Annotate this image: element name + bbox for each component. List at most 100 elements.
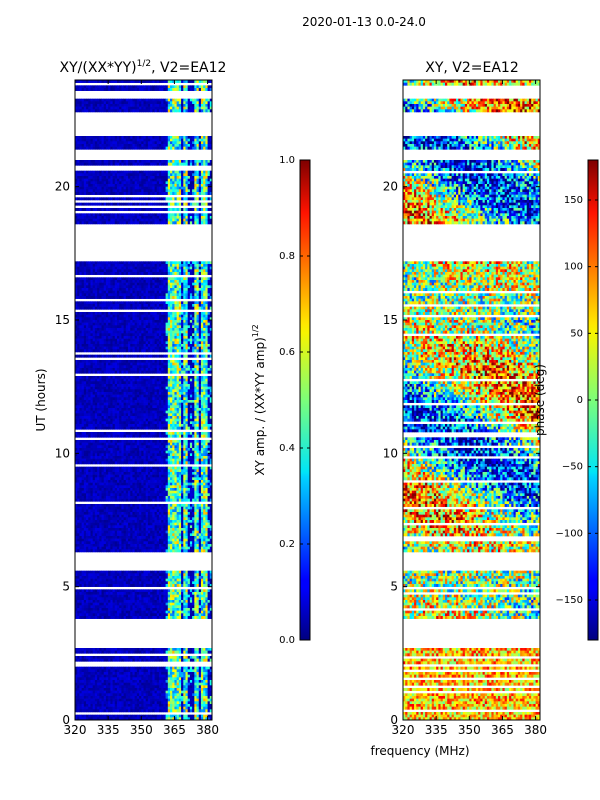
heatmap-cell: [83, 296, 87, 299]
heatmap-cell: [170, 184, 173, 187]
heatmap-cell: [205, 384, 208, 387]
heatmap-cell: [156, 314, 160, 318]
heatmap-cell: [75, 346, 78, 350]
heatmap-cell: [145, 197, 149, 201]
heatmap-cell: [105, 376, 109, 379]
heatmap-cell: [209, 208, 212, 211]
heatmap-cell: [150, 338, 153, 342]
heatmap-cell: [167, 338, 171, 342]
heatmap-cell: [139, 408, 142, 411]
heatmap-cell: [187, 304, 191, 307]
heatmap-cell: [158, 290, 162, 294]
heatmap-cell: [152, 381, 155, 385]
heatmap-cell: [110, 320, 113, 323]
heatmap-cell: [105, 213, 109, 217]
heatmap-cell: [112, 376, 116, 379]
heatmap-cell: [178, 317, 182, 321]
heatmap-cell: [92, 170, 96, 174]
heatmap-cell: [174, 392, 178, 395]
heatmap-cell: [125, 136, 129, 139]
heatmap-cell: [112, 354, 116, 358]
heatmap-cell: [172, 368, 175, 371]
heatmap-cell: [156, 392, 160, 395]
heatmap-cell: [101, 344, 105, 347]
heatmap-cell: [121, 144, 125, 147]
heatmap-cell: [187, 277, 191, 281]
heatmap-cell: [77, 266, 80, 270]
heatmap-cell: [81, 370, 85, 374]
heatmap-cell: [139, 221, 142, 225]
heatmap-cell: [189, 400, 193, 403]
heatmap-cell: [77, 162, 80, 166]
heatmap-cell: [178, 306, 182, 310]
heatmap-cell: [158, 280, 162, 283]
heatmap-cell: [205, 360, 208, 363]
heatmap-cell: [116, 360, 120, 363]
heatmap-cell: [101, 288, 105, 291]
heatmap-cell: [143, 336, 147, 339]
heatmap-cell: [196, 304, 200, 307]
heatmap-cell: [119, 280, 122, 283]
heatmap-cell: [143, 405, 147, 409]
heatmap-cell: [205, 181, 208, 185]
heatmap-cell: [167, 378, 171, 382]
heatmap-cell: [121, 261, 125, 265]
heatmap-cell: [103, 389, 107, 393]
heatmap-cell: [130, 312, 133, 315]
heatmap-cell: [123, 306, 127, 310]
heatmap-cell: [125, 378, 129, 382]
heatmap-cell: [83, 208, 87, 211]
heatmap-cell: [183, 296, 186, 299]
heatmap-cell: [181, 170, 184, 174]
heatmap-cell: [139, 162, 142, 166]
heatmap-cell: [152, 218, 155, 222]
heatmap-cell: [200, 160, 204, 163]
heatmap-cell: [75, 208, 78, 211]
heatmap-cell: [163, 288, 166, 291]
heatmap-cell: [112, 296, 116, 299]
heatmap-cell: [154, 216, 158, 219]
heatmap-cell: [203, 277, 206, 281]
heatmap-cell: [139, 370, 142, 374]
heatmap-cell: [163, 394, 166, 398]
heatmap-cell: [81, 178, 85, 182]
heatmap-cell: [178, 202, 182, 206]
heatmap-cell: [196, 202, 200, 206]
heatmap-cell: [167, 192, 171, 195]
heatmap-cell: [150, 170, 153, 174]
heatmap-cell: [189, 208, 193, 211]
heatmap-cell: [174, 146, 178, 150]
heatmap-cell: [198, 365, 202, 369]
heatmap-cell: [172, 288, 175, 291]
heatmap-cell: [81, 80, 85, 83]
heatmap-cell: [196, 338, 200, 342]
heatmap-cell: [176, 280, 180, 283]
heatmap-cell: [99, 376, 102, 379]
heatmap-cell: [130, 261, 133, 265]
heatmap-cell: [174, 277, 178, 281]
heatmap-cell: [156, 277, 160, 281]
right-panel-title: XY, V2=EA12: [425, 60, 519, 76]
heatmap-cell: [200, 322, 204, 326]
heatmap-cell: [136, 378, 140, 382]
heatmap-cell: [116, 144, 120, 147]
heatmap-cell: [205, 362, 208, 366]
heatmap-cell: [139, 272, 142, 275]
heatmap-cell: [112, 176, 116, 179]
heatmap-cell: [114, 146, 118, 150]
heatmap-cell: [99, 362, 102, 366]
heatmap-cell: [108, 346, 111, 350]
heatmap-cell: [75, 269, 78, 273]
heatmap-cell: [112, 336, 116, 339]
heatmap-cell: [205, 344, 208, 347]
heatmap-cell: [116, 101, 120, 105]
heatmap-cell: [172, 314, 175, 318]
heatmap-cell: [116, 106, 120, 110]
heatmap-cell: [170, 80, 173, 83]
heatmap-cell: [189, 189, 193, 193]
heatmap-cell: [88, 109, 91, 113]
heatmap-cell: [123, 197, 127, 201]
heatmap-cell: [187, 216, 191, 219]
heatmap-cell: [92, 405, 96, 409]
heatmap-cell: [174, 344, 178, 347]
